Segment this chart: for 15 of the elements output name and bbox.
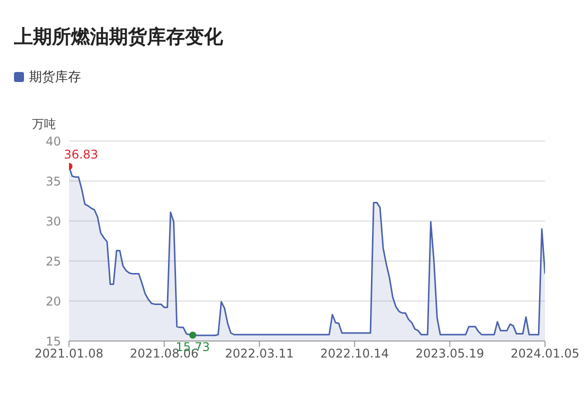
y-tick-label: 30 [46,214,61,228]
x-tick-label: 2021.01.08 [34,346,104,361]
chart-title: 上期所燃油期货库存变化 [14,25,224,50]
y-tick-label: 20 [46,294,61,308]
x-tick-label: 2022.03.11 [225,346,294,361]
x-tick-label: 2023.05.19 [415,346,484,361]
x-tick-label: 2022.10.14 [320,346,389,361]
y-axis-title: 万吨 [32,116,57,133]
x-tick-label: 2024.01.05 [510,346,580,361]
y-tick-label: 40 [46,134,61,148]
y-tick-label: 25 [46,254,61,268]
y-tick-label: 35 [46,174,61,188]
legend-label: 期货库存 [29,69,81,86]
data-label: 36.83 [64,147,98,162]
y-tick-label: 15 [46,334,61,348]
